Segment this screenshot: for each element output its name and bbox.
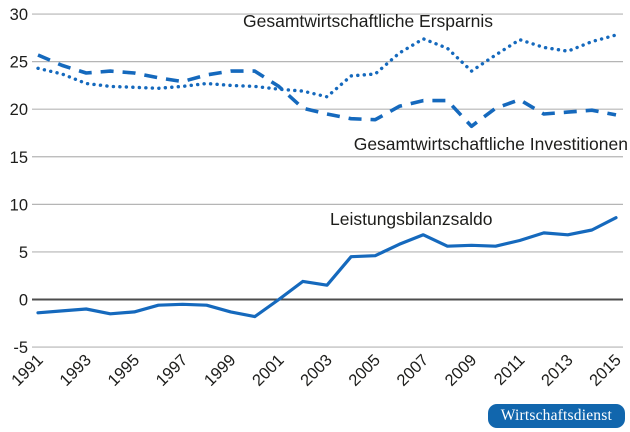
y-tick-label: 20: [10, 101, 28, 119]
x-tick-label: 1999: [201, 351, 240, 390]
leistungsbilanzsaldo-series-label: Leistungsbilanzsaldo: [330, 209, 492, 229]
leistungsbilanzsaldo-line: [36, 216, 618, 319]
y-tick-label: 0: [19, 292, 28, 310]
x-tick-label: 2013: [538, 351, 577, 390]
ersparnis-line: [36, 33, 618, 99]
x-tick-label: 1997: [153, 351, 192, 390]
wirtschaftsdienst-badge: Wirtschaftsdienst: [487, 404, 625, 428]
ersparnis-series-label: Gesamtwirtschaftliche Ersparnis: [243, 11, 493, 31]
y-tick-label: 25: [10, 54, 28, 72]
x-tick-label: 2015: [586, 351, 625, 390]
investitionen-line: [37, 53, 617, 129]
x-tick-label: 2003: [297, 351, 336, 390]
y-axis-labels: 30 25 20 15 10 5 0 -5: [10, 6, 28, 357]
x-tick-label: 2005: [345, 351, 384, 390]
y-tick-label: -5: [13, 339, 28, 357]
x-axis-labels: 1991 1993 1995 1997 1999 2001 2003 2005 2007 2009…: [8, 351, 625, 390]
x-tick-label: 2011: [491, 351, 529, 389]
investitionen-series-label: Gesamtwirtschaftliche Investitionen: [354, 134, 628, 154]
x-tick-label: 2001: [249, 351, 288, 390]
x-tick-label: 2009: [442, 351, 481, 390]
wirtschaftsdienst-badge-label: Wirtschaftsdienst: [500, 407, 612, 424]
x-tick-label: 1995: [104, 351, 143, 390]
y-tick-label: 5: [19, 244, 28, 262]
x-tick-label: 2007: [393, 351, 432, 390]
x-tick-label: 1993: [56, 351, 95, 390]
gridlines: [32, 13, 623, 348]
y-tick-label: 30: [10, 6, 28, 24]
series-lines: [36, 33, 618, 319]
y-tick-label: 10: [10, 196, 28, 214]
y-tick-label: 15: [10, 149, 28, 167]
